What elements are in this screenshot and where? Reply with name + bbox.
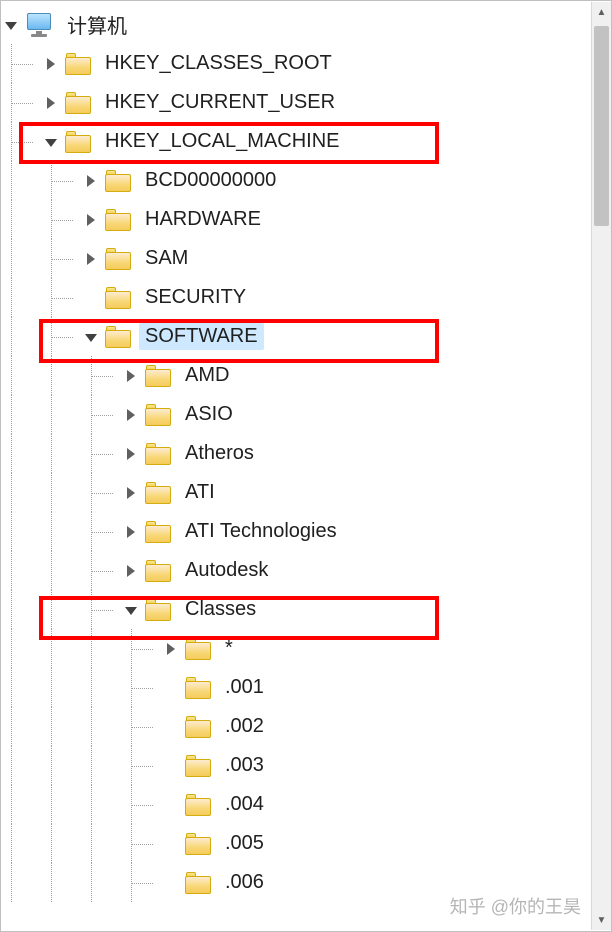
expander-root[interactable] [1,15,21,35]
tree-row[interactable]: .001 [1,668,591,707]
tree-label[interactable]: HKEY_CLASSES_ROOT [99,50,338,77]
tree-row[interactable]: BCD00000000 [1,161,591,200]
folder-icon [145,443,171,465]
expander-icon[interactable] [81,327,101,347]
tree-row[interactable]: ATI Technologies [1,512,591,551]
tree-row[interactable]: AMD [1,356,591,395]
expander-icon[interactable] [121,483,141,503]
expander-icon[interactable] [121,561,141,581]
scroll-down-arrow-icon[interactable]: ▼ [592,910,611,930]
folder-icon [185,638,211,660]
tree-label[interactable]: ASIO [179,401,239,428]
tree-label[interactable]: SAM [139,245,194,272]
tree-label[interactable]: .006 [219,869,270,896]
tree-row[interactable]: .003 [1,746,591,785]
folder-icon [105,287,131,309]
tree-row[interactable]: HARDWARE [1,200,591,239]
tree-row[interactable]: SAM [1,239,591,278]
folder-icon [185,755,211,777]
folder-icon [185,677,211,699]
folder-icon [65,53,91,75]
folder-icon [105,326,131,348]
folder-icon [65,92,91,114]
expander-icon[interactable] [41,132,61,152]
tree-label[interactable]: HKEY_CURRENT_USER [99,89,341,116]
folder-icon [145,404,171,426]
tree-label[interactable]: HARDWARE [139,206,267,233]
tree-label[interactable]: ATI [179,479,221,506]
tree-label[interactable]: Classes [179,596,262,623]
tree-label[interactable]: .004 [219,791,270,818]
tree-row[interactable]: ATI [1,473,591,512]
tree-label[interactable]: .001 [219,674,270,701]
expander-icon[interactable] [121,366,141,386]
tree-label[interactable]: .002 [219,713,270,740]
folder-icon [105,209,131,231]
folder-icon [185,794,211,816]
expander-icon[interactable] [121,405,141,425]
tree-row[interactable]: .002 [1,707,591,746]
vertical-scrollbar[interactable]: ▲ ▼ [591,2,611,930]
tree-label[interactable]: .005 [219,830,270,857]
tree-label[interactable]: SOFTWARE [139,323,264,350]
computer-icon [25,13,53,37]
folder-icon [185,833,211,855]
expander-icon[interactable] [41,93,61,113]
tree-label[interactable]: SECURITY [139,284,252,311]
folder-icon [105,170,131,192]
expander-icon[interactable] [121,522,141,542]
scroll-up-arrow-icon[interactable]: ▲ [592,2,611,22]
tree-row[interactable]: ASIO [1,395,591,434]
tree-row[interactable]: .004 [1,785,591,824]
folder-icon [145,482,171,504]
folder-icon [105,248,131,270]
folder-icon [145,560,171,582]
tree-label[interactable]: * [219,635,239,662]
folder-icon [185,872,211,894]
tree-row[interactable]: SECURITY [1,278,591,317]
expander-icon[interactable] [41,54,61,74]
tree-label[interactable]: AMD [179,362,235,389]
watermark: 知乎 @你的王昊 [450,893,581,919]
folder-icon [145,599,171,621]
folder-icon [145,521,171,543]
expander-icon[interactable] [161,639,181,659]
tree-label[interactable]: ATI Technologies [179,518,343,545]
tree-label[interactable]: HKEY_LOCAL_MACHINE [99,128,346,155]
tree-row-hklm[interactable]: HKEY_LOCAL_MACHINE [1,122,591,161]
registry-tree[interactable]: 计算机 HKEY_CLASSES_ROOT HKEY_CURRENT_USER … [1,1,591,931]
tree-label[interactable]: Autodesk [179,557,274,584]
folder-icon [145,365,171,387]
expander-icon[interactable] [81,249,101,269]
tree-label[interactable]: Atheros [179,440,260,467]
expander-icon[interactable] [121,600,141,620]
expander-icon[interactable] [81,210,101,230]
scrollbar-thumb[interactable] [594,26,609,226]
tree-label[interactable]: .003 [219,752,270,779]
tree-row[interactable]: * [1,629,591,668]
folder-icon [65,131,91,153]
tree-label-root[interactable]: 计算机 [61,8,133,41]
tree-row[interactable]: Autodesk [1,551,591,590]
tree-row[interactable]: Atheros [1,434,591,473]
tree-row-root[interactable]: 计算机 [1,5,591,44]
tree-row[interactable]: .005 [1,824,591,863]
tree-label[interactable]: BCD00000000 [139,167,282,194]
folder-icon [185,716,211,738]
tree-row-software[interactable]: SOFTWARE [1,317,591,356]
tree-row[interactable]: HKEY_CURRENT_USER [1,83,591,122]
tree-row[interactable]: HKEY_CLASSES_ROOT [1,44,591,83]
tree-row-classes[interactable]: Classes [1,590,591,629]
expander-icon[interactable] [121,444,141,464]
expander-icon[interactable] [81,171,101,191]
